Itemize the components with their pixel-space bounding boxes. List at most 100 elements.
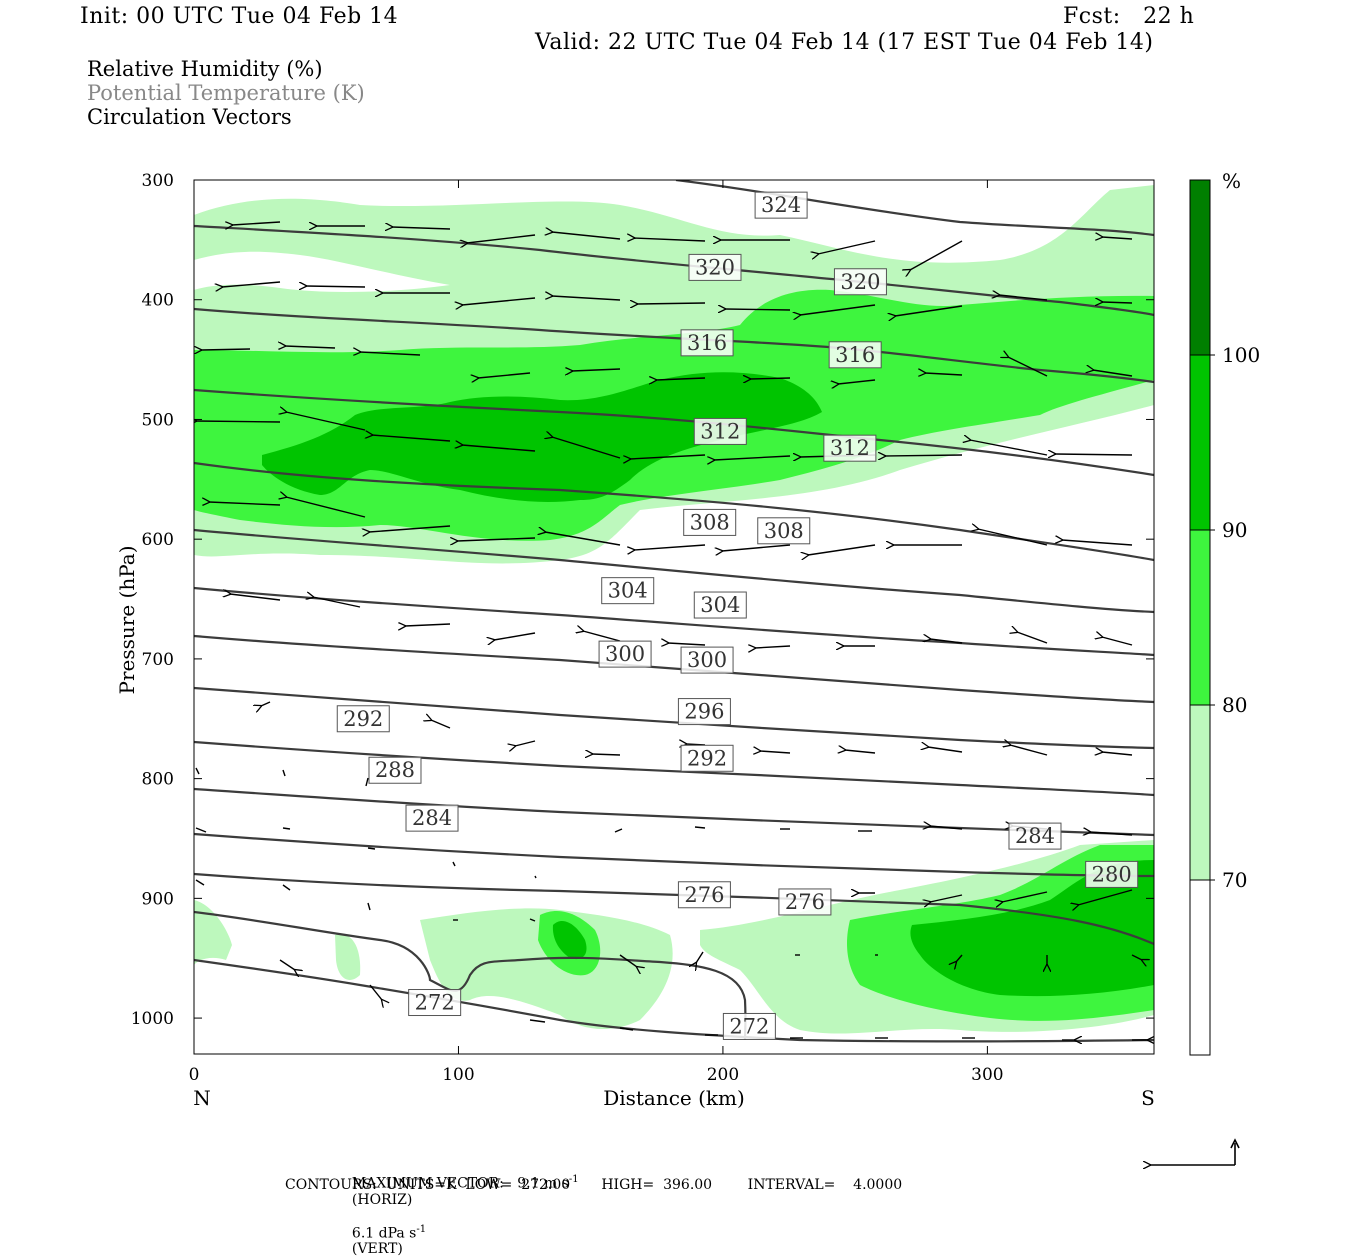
vector-arrow bbox=[910, 240, 963, 270]
y-tick-label: 400 bbox=[142, 291, 174, 311]
vector-arrow bbox=[1102, 637, 1133, 646]
max-vector-unit-exp: -1 bbox=[568, 1174, 579, 1185]
vector-arrow bbox=[1102, 752, 1133, 755]
theta-label-text: 324 bbox=[761, 193, 801, 217]
theta-label-box bbox=[1008, 822, 1062, 850]
vector-arrow bbox=[1017, 632, 1048, 644]
vector-arrow bbox=[1062, 540, 1133, 546]
footer-contours: CONTOURS: UNITS=K LOW= 272.00 HIGH= 396.… bbox=[285, 1177, 903, 1193]
plot-frame bbox=[193, 179, 1155, 1055]
vector-arrow bbox=[360, 352, 421, 355]
vector-arrow bbox=[1131, 954, 1142, 960]
theta-label: 308 bbox=[757, 517, 811, 545]
vector-arrow bbox=[808, 544, 876, 555]
theta-label-text: 272 bbox=[415, 991, 455, 1015]
vector-arrow bbox=[431, 720, 451, 729]
vector-arrow bbox=[286, 497, 366, 518]
theta-label-text: 292 bbox=[687, 746, 727, 770]
forecast-hour: Fcst: 22 h bbox=[1063, 4, 1195, 29]
theta-contour-300 bbox=[194, 586, 1154, 657]
legend-rh: Relative Humidity (%) bbox=[87, 57, 323, 81]
theta-label-box bbox=[722, 1012, 776, 1040]
rh-70-surface-2 bbox=[335, 934, 361, 980]
theta-label-box bbox=[368, 756, 422, 784]
footer-max-vector: MAXIMUM VECTOR: 9.1 m s-1 (HORIZ) 6.1 dP… bbox=[343, 1158, 579, 1257]
vector-arrow bbox=[1102, 237, 1133, 239]
valid-time: Valid: 22 UTC Tue 04 Feb 14 (17 EST Tue … bbox=[535, 30, 1154, 55]
reference-vector bbox=[1150, 1138, 1240, 1165]
vector-arrow bbox=[365, 777, 369, 787]
vector-arrow bbox=[285, 346, 336, 348]
theta-contour-320 bbox=[194, 224, 1154, 317]
theta-label-box bbox=[754, 191, 808, 219]
circulation-vectors bbox=[196, 222, 1148, 1040]
x-axis-title: Distance (km) bbox=[603, 1086, 745, 1110]
theta-label: 320 bbox=[688, 253, 742, 281]
vector-arrow bbox=[367, 847, 376, 850]
vector-arrow bbox=[818, 240, 876, 254]
vector-arrow bbox=[462, 297, 536, 305]
theta-label-text: 320 bbox=[695, 255, 735, 279]
vector-arrow bbox=[668, 643, 706, 645]
vector-arrow bbox=[1093, 370, 1133, 377]
max-vector-vert: 6.1 dPa s bbox=[351, 1225, 417, 1242]
x-tick-label: 300 bbox=[971, 1065, 1003, 1085]
vector-arrow bbox=[552, 437, 621, 459]
colorbar-tick-label: 80 bbox=[1222, 693, 1247, 717]
legend-vectors: Circulation Vectors bbox=[87, 105, 292, 129]
theta-label-text: 312 bbox=[830, 436, 870, 460]
y-tick-label: 500 bbox=[142, 410, 174, 430]
theta-label-text: 284 bbox=[412, 806, 452, 830]
y-tick-label: 900 bbox=[142, 889, 174, 909]
theta-label-text: 312 bbox=[700, 419, 740, 443]
rh-90-surface bbox=[552, 920, 587, 960]
colorbar-segment-80-90 bbox=[1190, 530, 1210, 705]
theta-label: 284 bbox=[1008, 822, 1062, 850]
theta-label-box bbox=[1085, 860, 1139, 888]
theta-label: 288 bbox=[368, 756, 422, 784]
theta-label-text: 316 bbox=[687, 331, 727, 355]
vector-arrow bbox=[369, 525, 451, 532]
theta-label-box bbox=[693, 591, 747, 619]
vector-arrow bbox=[457, 538, 536, 541]
theta-label: 324 bbox=[754, 191, 808, 219]
colorbar-tick-label: 100 bbox=[1222, 343, 1260, 367]
legend-theta: Potential Temperature (K) bbox=[87, 81, 365, 105]
colorbar-unit: % bbox=[1222, 169, 1241, 193]
rh-shading bbox=[194, 185, 1154, 1034]
theta-label: 292 bbox=[680, 744, 734, 772]
colorbar-segment-below-70 bbox=[1190, 880, 1210, 1055]
theta-label: 272 bbox=[722, 1012, 776, 1040]
vector-arrow bbox=[494, 632, 536, 640]
vector-arrow bbox=[1055, 454, 1133, 455]
theta-label-box bbox=[680, 744, 734, 772]
vector-arrow bbox=[694, 826, 706, 829]
theta-label-box bbox=[693, 417, 747, 445]
vector-arrow bbox=[552, 232, 621, 240]
vector-arrow bbox=[800, 304, 876, 315]
cross-section-chart: 324 320 320 316 316 312 312 308 308 304 304 300 300 2… bbox=[115, 169, 1260, 1200]
theta-label-box bbox=[680, 646, 734, 674]
theta-label-text: 308 bbox=[690, 510, 730, 534]
vector-arrow bbox=[286, 412, 366, 431]
x-tick-label: 100 bbox=[442, 1065, 474, 1085]
vector-arrow bbox=[956, 954, 963, 962]
theta-label-box bbox=[688, 253, 742, 281]
y-tick-label: 700 bbox=[142, 650, 174, 670]
axes: 300 400 500 600 700 800 900 1000 0 100 200 300 bbox=[131, 171, 1154, 1085]
y-tick-label: 600 bbox=[142, 530, 174, 550]
theta-label-text: 300 bbox=[687, 648, 727, 672]
rh-70-upper-white-gap bbox=[194, 251, 450, 292]
vector-arrow bbox=[534, 875, 537, 879]
y-axis-title: Pressure (hPa) bbox=[115, 546, 139, 695]
vector-arrow bbox=[696, 951, 704, 963]
vector-arrow bbox=[282, 884, 291, 891]
y-tick-label: 1000 bbox=[131, 1009, 174, 1029]
colorbar-segment-90-100 bbox=[1190, 355, 1210, 530]
vector-arrow bbox=[282, 827, 291, 830]
init-time: Init: 00 UTC Tue 04 Feb 14 bbox=[80, 4, 399, 29]
rh-70-surface-3 bbox=[420, 908, 673, 1030]
vector-arrow bbox=[725, 309, 791, 310]
theta-label: 284 bbox=[405, 804, 459, 832]
vector-arrow bbox=[838, 379, 876, 384]
